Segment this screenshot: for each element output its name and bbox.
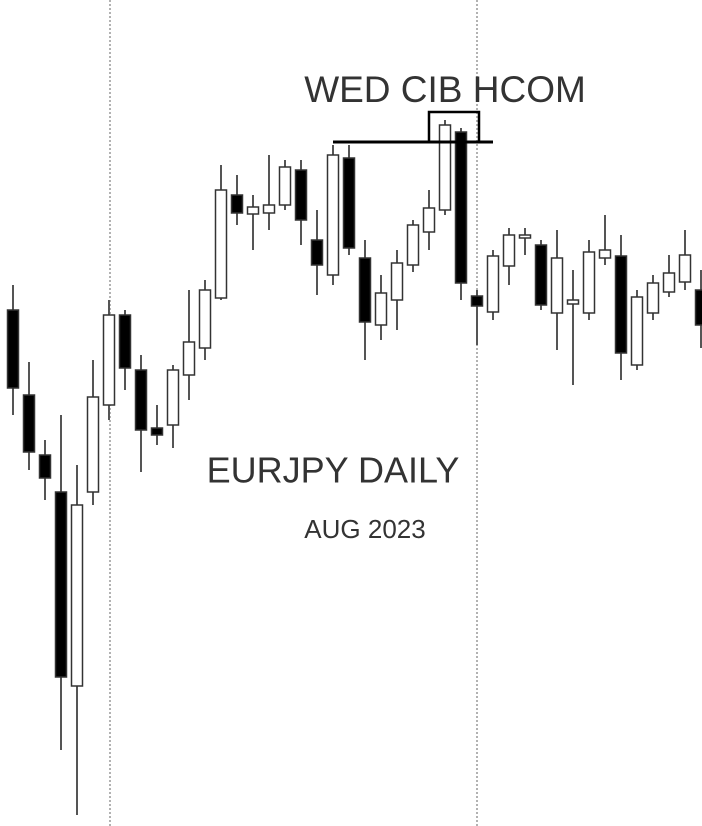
candle-body <box>390 262 404 301</box>
candle-body <box>134 369 148 431</box>
candle-body <box>630 296 644 366</box>
candle-body <box>198 289 212 349</box>
candle-body <box>598 249 612 259</box>
candle-body <box>22 394 36 453</box>
candle-body <box>502 234 516 267</box>
candle-body <box>6 309 20 389</box>
candle-body <box>614 255 628 354</box>
highlight-box <box>427 110 481 144</box>
candle-body <box>70 504 84 687</box>
candle-body <box>518 234 532 239</box>
candle-body <box>694 289 702 326</box>
candle-body <box>678 254 692 283</box>
candle-body <box>646 282 660 314</box>
candle-body <box>534 244 548 306</box>
candle-body <box>422 207 436 233</box>
candle-body <box>470 295 484 307</box>
candle-body <box>374 292 388 326</box>
candle-body <box>566 299 580 305</box>
annotation: WED CIB HCOM <box>304 69 586 110</box>
candle-body <box>54 491 68 678</box>
candle-body <box>486 255 500 313</box>
candles <box>6 120 702 815</box>
annotation: AUG 2023 <box>304 514 425 544</box>
candle-body <box>86 396 100 493</box>
candle-body <box>262 204 276 214</box>
candle-body <box>38 454 52 479</box>
candle-body <box>278 166 292 206</box>
candle-body <box>662 272 676 293</box>
candle-body <box>358 257 372 323</box>
candle-body <box>310 239 324 266</box>
candle-body <box>150 427 164 436</box>
candle-body <box>294 169 308 221</box>
candle-body <box>454 131 468 284</box>
candle-body <box>326 154 340 276</box>
candle-body <box>102 314 116 406</box>
candle-body <box>230 194 244 214</box>
candle-body <box>182 341 196 376</box>
candle-body <box>214 189 228 299</box>
candle-body <box>246 206 260 215</box>
candle-body <box>438 124 452 211</box>
candle-body <box>582 251 596 314</box>
candle-body <box>342 157 356 249</box>
candle-body <box>166 369 180 426</box>
candle-body <box>406 224 420 266</box>
candle-body <box>118 314 132 369</box>
candle-body <box>550 257 564 314</box>
annotation: EURJPY DAILY <box>207 450 460 491</box>
